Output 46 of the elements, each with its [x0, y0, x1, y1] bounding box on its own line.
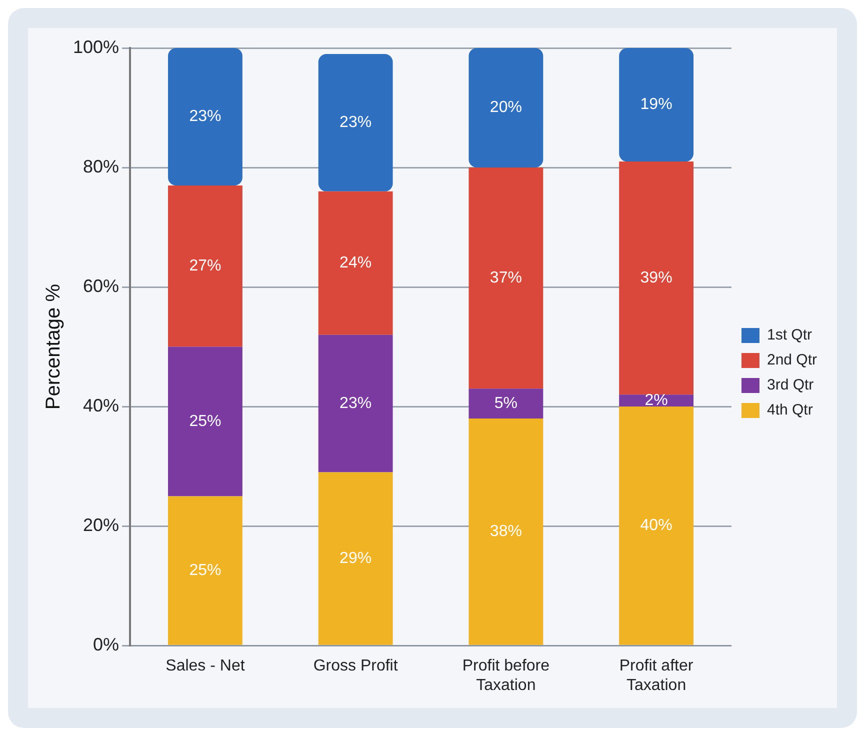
bar	[318, 54, 393, 192]
y-tick-label: 100%	[72, 36, 120, 57]
y-axis-title: Percentage %	[42, 284, 65, 410]
bar	[468, 168, 544, 389]
bar	[619, 48, 694, 162]
bar	[168, 496, 242, 645]
legend-label: 4th Qtr	[766, 402, 813, 419]
legend-label: 3rd Qtr	[766, 376, 814, 394]
y-tick-label: 40%	[83, 396, 120, 416]
data-label: 23%	[340, 114, 372, 132]
y-tick-label: 0%	[93, 634, 120, 655]
data-label: 29%	[340, 550, 372, 567]
data-label: 25%	[189, 412, 222, 430]
bar	[468, 388, 544, 419]
data-label: 24%	[340, 254, 372, 272]
bar	[619, 406, 694, 645]
x-tick-label: Sales - Net	[166, 658, 246, 675]
data-label: 5%	[494, 394, 518, 412]
bar	[318, 472, 393, 645]
bar	[318, 334, 393, 472]
x-tick-label: Profit before Taxation	[462, 658, 550, 694]
bar	[168, 185, 242, 347]
bar	[318, 191, 393, 335]
bar	[168, 346, 242, 496]
y-tick-label: 20%	[83, 515, 120, 536]
data-label: 25%	[189, 562, 222, 579]
bar	[168, 48, 242, 186]
data-label: 27%	[189, 258, 222, 275]
data-label: 2%	[644, 392, 668, 409]
x-tick-label: Gross Profit	[313, 658, 398, 675]
data-label: 23%	[189, 108, 222, 126]
data-label: 38%	[490, 523, 522, 540]
legend-label: 2nd Qtr	[766, 352, 818, 369]
legend-label: 1st Qtr	[766, 326, 812, 344]
bar	[619, 162, 694, 395]
data-label: 20%	[490, 99, 522, 116]
x-tick-label: Profit after Taxation	[619, 658, 694, 694]
data-label: 40%	[640, 517, 672, 534]
y-tick-label: 60%	[83, 276, 120, 296]
data-label: 23%	[340, 394, 372, 412]
data-label: 39%	[640, 269, 672, 286]
data-label: 19%	[640, 96, 672, 114]
bar	[468, 48, 544, 168]
bar	[468, 418, 544, 645]
y-tick-label: 80%	[83, 156, 120, 176]
data-label: 37%	[490, 269, 522, 286]
